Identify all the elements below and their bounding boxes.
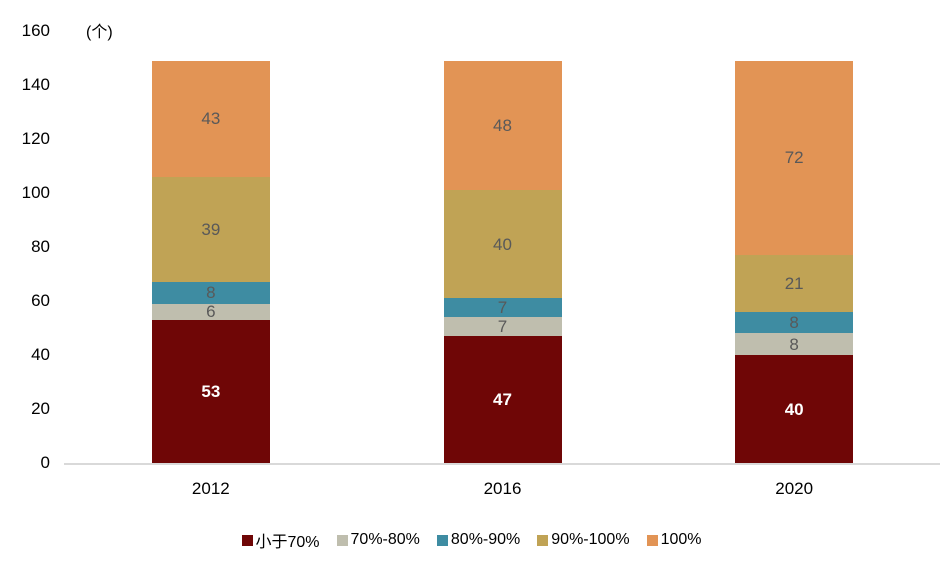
bar-segment: 53 (151, 319, 270, 463)
legend-item: 90%-100% (537, 531, 630, 549)
segment-value-label: 8 (789, 334, 799, 354)
bar-segment: 8 (735, 333, 854, 355)
bar-segment: 47 (443, 336, 562, 463)
y-tick-label: 40 (31, 345, 50, 364)
x-axis-line (64, 463, 940, 465)
legend-label: 小于70% (255, 534, 320, 551)
segment-value-label: 8 (789, 313, 799, 333)
y-tick-label: 160 (21, 21, 50, 40)
segment-value-label: 40 (493, 234, 512, 254)
x-tick-label: 2012 (191, 479, 230, 498)
x-tick-label: 2020 (775, 479, 814, 498)
y-tick-label: 100 (21, 183, 50, 202)
segment-value-label: 43 (201, 109, 221, 129)
legend-swatch-icon (336, 534, 348, 546)
legend-swatch-icon (436, 534, 448, 546)
bar-segment: 40 (443, 190, 562, 299)
y-tick-label: 140 (21, 75, 50, 94)
bar-segment: 8 (151, 282, 270, 304)
legend-label: 80%-90% (450, 531, 521, 548)
legend-label: 90%-100% (551, 531, 630, 548)
segment-value-label: 53 (201, 381, 221, 401)
bar-segment: 8 (735, 311, 854, 334)
segment-value-label: 21 (784, 273, 804, 293)
y-tick-label: 120 (21, 129, 50, 148)
y-tick-label: 20 (31, 399, 50, 418)
bar-segment: 48 (443, 60, 562, 191)
segment-value-label: 7 (497, 298, 508, 318)
bar-segment: 40 (735, 355, 854, 463)
segment-value-label: 6 (206, 302, 216, 322)
y-tick-label: 60 (31, 291, 50, 310)
legend-swatch-icon (646, 534, 658, 546)
bar-segment: 21 (735, 255, 854, 312)
segment-value-label: 72 (784, 148, 804, 168)
segment-value-label: 39 (201, 219, 221, 239)
bar-segment: 43 (151, 60, 270, 177)
y-tick-label: 80 (31, 237, 50, 256)
x-tick-label: 2016 (483, 479, 522, 498)
legend: 小于70% 70%-80% 80%-90% 90%-100% 100% (0, 528, 943, 552)
legend-swatch-icon (241, 534, 253, 546)
legend-label: 70%-80% (350, 531, 420, 548)
segment-value-label: 7 (497, 317, 508, 337)
bar-segment: 6 (151, 302, 270, 322)
y-tick-label: 0 (40, 453, 50, 472)
bar-segment: 39 (151, 176, 270, 283)
legend-item: 100% (646, 531, 702, 549)
legend-swatch-icon (537, 534, 549, 546)
segment-value-label: 8 (206, 283, 216, 303)
legend-label: 100% (660, 531, 702, 548)
bar-segment: 72 (735, 60, 854, 256)
segment-value-label: 47 (493, 390, 512, 410)
segment-value-label: 48 (493, 115, 512, 135)
segment-value-label: 40 (784, 399, 804, 419)
legend-item: 小于70% (241, 528, 320, 552)
y-axis-unit-label: (个) (86, 24, 113, 41)
legend-item: 80%-90% (436, 531, 521, 549)
bar-segment: 7 (443, 298, 562, 318)
legend-item: 70%-80% (336, 531, 420, 549)
bar-segment: 7 (443, 317, 562, 337)
